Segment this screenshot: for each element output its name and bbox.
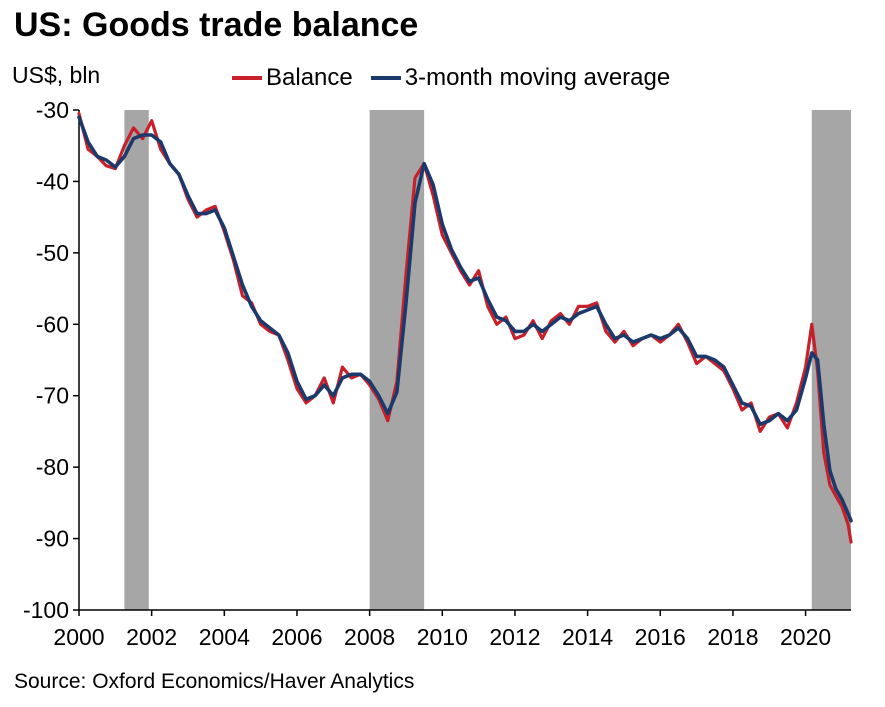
y-tick-label: -80: [36, 454, 69, 480]
y-tick-label: -50: [36, 240, 69, 266]
legend: Balance 3-month moving average: [232, 64, 688, 92]
x-tick-label: 2018: [707, 624, 758, 650]
series-line-moving-average: [77, 115, 853, 523]
x-tick-label: 2010: [417, 624, 468, 650]
legend-item-balance: Balance: [232, 64, 353, 92]
recession-shading-layer: [124, 110, 851, 610]
y-axis-unit-label: US$, bln: [12, 62, 101, 88]
legend-swatch-balance: [232, 76, 262, 80]
series-layer: [77, 112, 853, 544]
y-tick-label: -30: [36, 97, 69, 123]
x-tick-label: 2008: [344, 624, 395, 650]
recession-band-2: [369, 110, 425, 610]
x-tick-label: 2016: [635, 624, 686, 650]
x-tick-label: 2000: [53, 624, 104, 650]
x-tick-label: 2002: [126, 624, 177, 650]
y-tick-label: -40: [36, 168, 69, 194]
recession-band-1: [124, 110, 149, 610]
x-tick-label: 2012: [489, 624, 540, 650]
y-tick-label: -70: [36, 383, 69, 409]
legend-label-balance: Balance: [266, 64, 353, 91]
source-note: Source: Oxford Economics/Haver Analytics: [14, 670, 415, 693]
chart-title: US: Goods trade balance: [14, 6, 419, 44]
x-tick-label: 2004: [199, 624, 250, 650]
legend-item-moving-average: 3-month moving average: [370, 64, 671, 92]
axes: [73, 109, 851, 616]
x-tick-label: 2020: [780, 624, 831, 650]
y-tick-label: -100: [23, 597, 69, 623]
x-tick-label: 2006: [271, 624, 322, 650]
series-line-balance: [77, 112, 853, 544]
legend-label-moving-average: 3-month moving average: [404, 64, 671, 91]
y-tick-label: -60: [36, 311, 69, 337]
y-tick-label: -90: [36, 526, 69, 552]
x-tick-label: 2014: [562, 624, 613, 650]
legend-swatch-moving-average: [370, 76, 401, 80]
